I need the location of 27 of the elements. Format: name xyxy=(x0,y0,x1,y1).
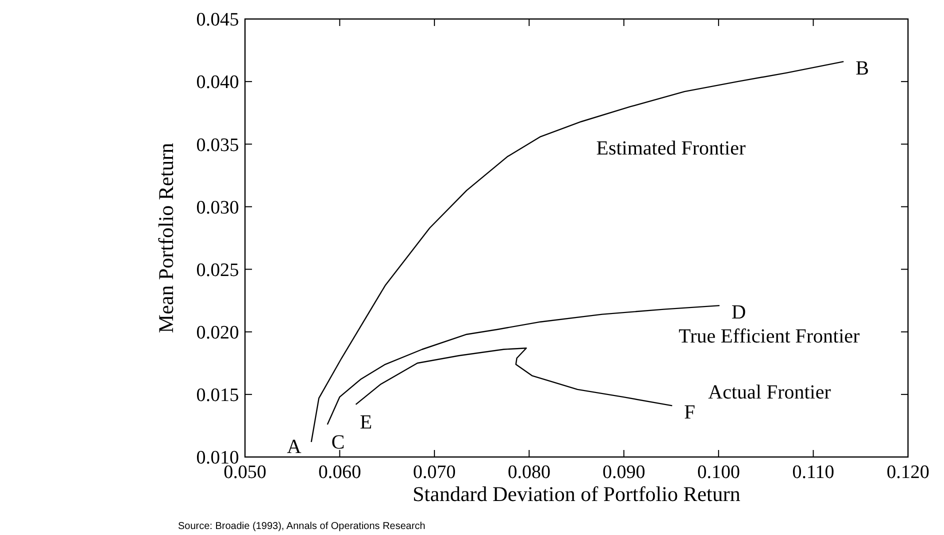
x-tick-label: 0.080 xyxy=(508,462,551,483)
y-tick-label: 0.040 xyxy=(196,72,239,94)
annotation: C xyxy=(331,431,345,454)
y-tick-label: 0.035 xyxy=(196,134,239,156)
x-tick-label: 0.070 xyxy=(413,462,456,483)
annotation: True Efficient Frontier xyxy=(678,325,860,348)
annotation: B xyxy=(856,58,869,80)
y-axis-title: Mean Portfolio Return xyxy=(154,142,178,334)
y-tick-label: 0.015 xyxy=(196,385,239,406)
source-note: Source: Broadie (1993), Annals of Operations Research xyxy=(178,521,426,532)
x-tick-label: 0.120 xyxy=(886,462,930,483)
y-tick-label: 0.045 xyxy=(196,10,239,31)
x-tick-label: 0.110 xyxy=(792,462,834,483)
y-tick-label: 0.025 xyxy=(196,260,239,281)
y-tick-label: 0.030 xyxy=(196,197,239,218)
line-series xyxy=(355,348,673,406)
annotation: D xyxy=(732,302,746,324)
x-tick-label: 0.090 xyxy=(602,462,646,483)
annotation: F xyxy=(684,402,696,424)
y-tick-label: 0.020 xyxy=(196,322,239,344)
x-axis-title: Standard Deviation of Portfolio Return xyxy=(412,482,741,506)
annotation: E xyxy=(360,411,372,434)
annotation: Actual Frontier xyxy=(708,382,832,404)
annotation: Estimated Frontier xyxy=(596,138,746,160)
x-tick-label: 0.100 xyxy=(697,462,740,483)
x-tick-label: 0.060 xyxy=(318,462,362,483)
annotation: A xyxy=(286,436,302,458)
